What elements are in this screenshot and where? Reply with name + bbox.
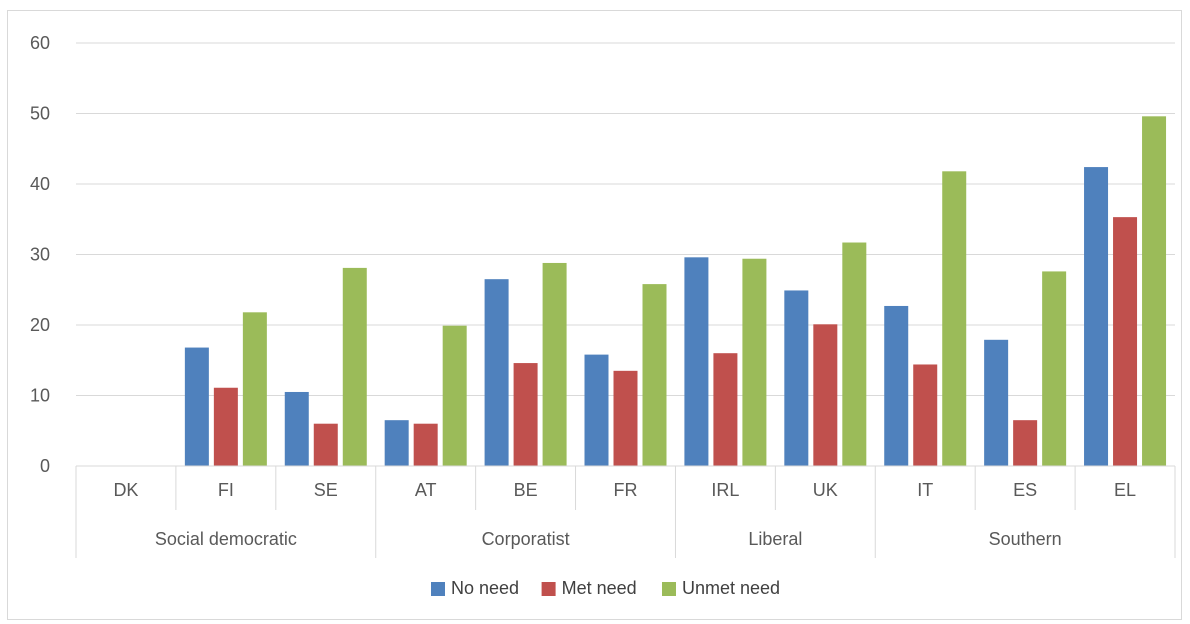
legend-item: No need <box>431 578 519 598</box>
x-tick-label: DK <box>113 480 138 500</box>
bar <box>284 391 309 466</box>
bar <box>942 171 967 466</box>
x-tick-label: FR <box>614 480 638 500</box>
x-group-label: Southern <box>989 529 1062 549</box>
legend-swatch <box>662 582 676 596</box>
chart-frame <box>7 10 1182 620</box>
legend-item: Met need <box>541 578 637 598</box>
x-tick-label: EL <box>1114 480 1136 500</box>
y-axis-tick-labels: 0 10 20 30 40 50 60 <box>30 33 50 476</box>
bar <box>1113 217 1138 466</box>
x-tick-label: ES <box>1013 480 1037 500</box>
x-tick-label: IT <box>917 480 933 500</box>
bar <box>384 420 409 466</box>
bar <box>884 305 909 466</box>
bar <box>642 284 667 466</box>
bar <box>613 370 638 466</box>
x-tick-label: SE <box>314 480 338 500</box>
bar <box>713 353 738 466</box>
bar <box>913 364 938 466</box>
bar <box>1042 271 1067 466</box>
gridlines <box>76 42 1175 396</box>
bar <box>413 423 438 466</box>
bar <box>1084 167 1109 466</box>
bar <box>784 290 809 466</box>
bar <box>842 242 867 466</box>
bar <box>184 347 209 466</box>
bar <box>813 324 838 466</box>
bars <box>184 116 1167 466</box>
x-tick-label: FI <box>218 480 234 500</box>
bar <box>342 267 367 466</box>
y-tick-label: 50 <box>30 104 50 124</box>
bar <box>542 262 567 466</box>
x-group-label: Liberal <box>748 529 802 549</box>
legend-label: No need <box>451 578 519 598</box>
y-tick-label: 40 <box>30 174 50 194</box>
bar <box>313 423 338 466</box>
bar <box>242 312 267 466</box>
y-tick-label: 10 <box>30 386 50 406</box>
x-axis-group-labels: Social democratic Corporatist Liberal South… <box>155 529 1062 549</box>
legend-swatch <box>431 582 445 596</box>
bar <box>213 387 238 466</box>
x-tick-label: AT <box>415 480 437 500</box>
bar <box>684 257 709 466</box>
y-tick-label: 60 <box>30 33 50 53</box>
legend-label: Met need <box>562 578 637 598</box>
x-axis <box>75 465 1176 558</box>
x-tick-label: IRL <box>711 480 739 500</box>
bar <box>442 325 467 466</box>
y-tick-label: 30 <box>30 245 50 265</box>
y-tick-label: 0 <box>40 456 50 476</box>
legend-label: Unmet need <box>682 578 780 598</box>
bar <box>742 258 767 466</box>
bar <box>984 339 1009 466</box>
x-group-label: Social democratic <box>155 529 297 549</box>
x-axis-tick-labels: DK FI SE AT BE FR IRL UK IT ES EL <box>113 480 1136 500</box>
x-group-label: Corporatist <box>482 529 570 549</box>
x-tick-label: UK <box>813 480 838 500</box>
y-tick-label: 20 <box>30 315 50 335</box>
x-tick-label: BE <box>514 480 538 500</box>
legend-item: Unmet need <box>662 578 780 598</box>
legend-swatch <box>541 582 556 596</box>
bar <box>513 363 538 466</box>
bar <box>584 354 609 466</box>
bar <box>484 279 509 466</box>
bar <box>1142 116 1167 466</box>
bar <box>1013 420 1038 466</box>
legend: No need Met need Unmet need <box>431 578 780 598</box>
